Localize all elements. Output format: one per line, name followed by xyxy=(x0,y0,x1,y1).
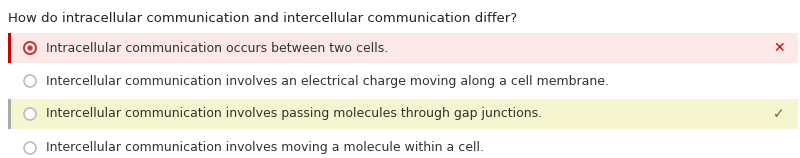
Text: ✕: ✕ xyxy=(774,41,785,55)
Text: Intercellular communication involves passing molecules through gap junctions.: Intercellular communication involves pas… xyxy=(46,107,542,121)
Circle shape xyxy=(24,142,36,154)
Text: Intercellular communication involves an electrical charge moving along a cell me: Intercellular communication involves an … xyxy=(46,75,609,88)
Circle shape xyxy=(24,75,36,87)
Bar xyxy=(8,33,798,63)
Bar xyxy=(8,33,11,63)
Text: Intracellular communication occurs between two cells.: Intracellular communication occurs betwe… xyxy=(46,42,388,55)
Bar xyxy=(8,99,798,129)
Circle shape xyxy=(24,108,36,120)
Bar xyxy=(8,99,11,129)
Text: ✓: ✓ xyxy=(774,107,785,121)
Text: Intercellular communication involves moving a molecule within a cell.: Intercellular communication involves mov… xyxy=(46,142,484,155)
Circle shape xyxy=(27,45,33,51)
Text: How do intracellular communication and intercellular communication differ?: How do intracellular communication and i… xyxy=(8,12,517,24)
Circle shape xyxy=(24,42,36,54)
